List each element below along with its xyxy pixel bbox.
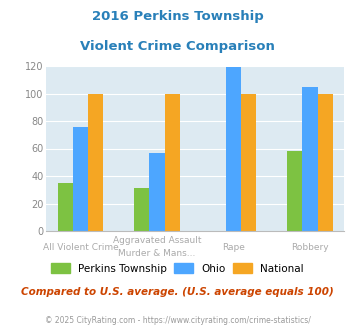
Bar — [134, 188, 149, 231]
Bar — [318, 93, 333, 231]
Text: Rape: Rape — [222, 243, 245, 251]
Legend: Perkins Township, Ohio, National: Perkins Township, Ohio, National — [47, 259, 308, 278]
Text: Compared to U.S. average. (U.S. average equals 100): Compared to U.S. average. (U.S. average … — [21, 287, 334, 297]
Text: Violent Crime Comparison: Violent Crime Comparison — [80, 40, 275, 52]
Bar — [302, 86, 318, 231]
Bar — [241, 93, 256, 231]
Text: 2016 Perkins Township: 2016 Perkins Township — [92, 10, 263, 23]
Text: Robbery: Robbery — [291, 243, 329, 251]
Bar — [287, 151, 302, 231]
Bar — [88, 93, 104, 231]
Bar — [165, 93, 180, 231]
Text: All Violent Crime: All Violent Crime — [43, 243, 119, 251]
Bar — [73, 126, 88, 231]
Bar — [226, 67, 241, 231]
Bar — [149, 152, 165, 231]
Text: Murder & Mans...: Murder & Mans... — [118, 249, 196, 258]
Text: Aggravated Assault: Aggravated Assault — [113, 236, 201, 245]
Bar — [58, 183, 73, 231]
Text: © 2025 CityRating.com - https://www.cityrating.com/crime-statistics/: © 2025 CityRating.com - https://www.city… — [45, 315, 310, 325]
